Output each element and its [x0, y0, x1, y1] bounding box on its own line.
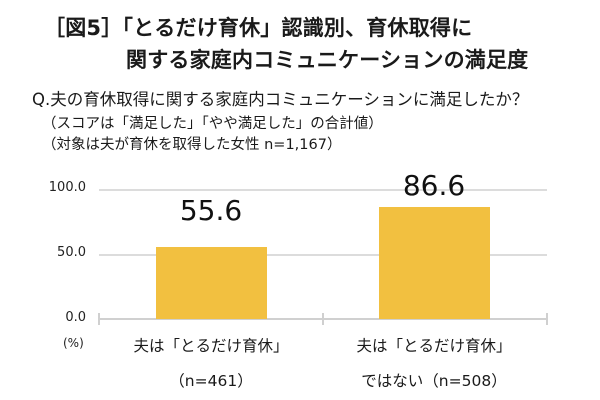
category-label-bar2-line2: ではない（n=508） — [361, 372, 507, 390]
category-label-bar2-line1: 夫は「とるだけ育休」 — [356, 337, 512, 355]
gridline-100 — [99, 189, 547, 191]
value-label-bar2: 86.6 — [402, 169, 466, 202]
score-note: （スコアは「満足した」「やや満足した」の合計値） — [42, 116, 383, 132]
x-axis-tick-right — [546, 313, 548, 325]
category-label-bar1-line2: （n=461） — [169, 372, 253, 390]
bar-not-toru-dake-ikukyu — [379, 207, 490, 319]
survey-question: Q.夫の育休取得に関する家庭内コミュニケーションに満足したか？ — [32, 90, 529, 109]
x-axis-tick-left — [98, 313, 100, 325]
chart-title-line2: 関する家庭内コミュニケーションの満足度 — [126, 48, 529, 72]
chart-title-line1: ［図5］「とるだけ育休」認識別、育休取得に — [44, 16, 473, 40]
y-tick-100: 100.0 — [48, 180, 86, 195]
y-tick-50: 50.0 — [57, 245, 86, 260]
bar-toru-dake-ikukyu — [156, 247, 267, 319]
x-axis-tick-mid — [322, 313, 324, 325]
category-label-bar1-line1: 夫は「とるだけ育休」 — [133, 337, 289, 355]
y-axis-unit: (%) — [63, 336, 84, 350]
y-tick-0: 0.0 — [65, 310, 86, 325]
value-label-bar1: 55.6 — [179, 194, 243, 227]
gridline-50 — [99, 254, 547, 256]
sample-note: （対象は夫が育休を取得した女性 n=1,167） — [42, 137, 342, 153]
